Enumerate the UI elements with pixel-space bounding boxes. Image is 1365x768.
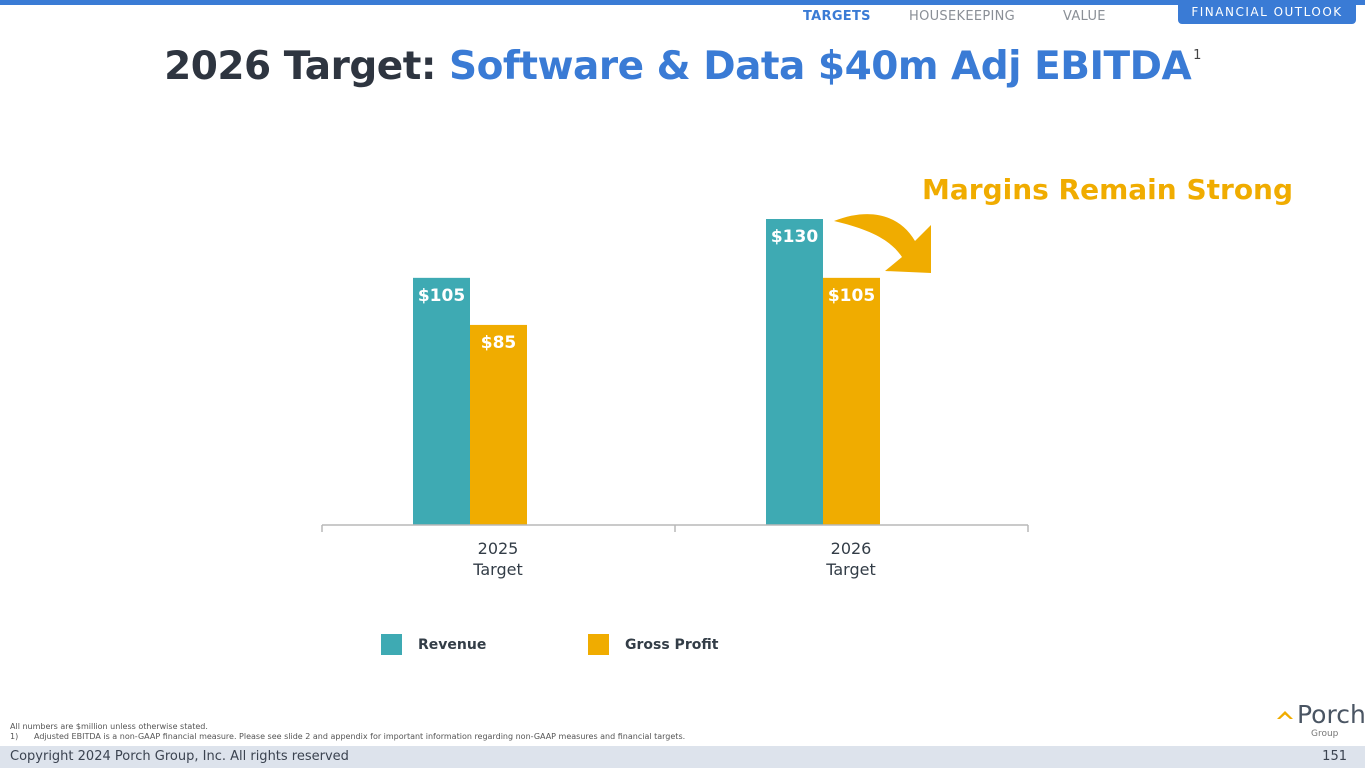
legend-swatch-gross-profit xyxy=(588,634,609,655)
title-footnote-ref: 1 xyxy=(1193,48,1201,63)
margins-callout: Margins Remain Strong xyxy=(922,173,1294,206)
bar-data-label: $130 xyxy=(771,227,818,247)
x-tick-label: 2025 xyxy=(478,539,519,558)
footnote-item: 1) Adjusted EBITDA is a non-GAAP financia… xyxy=(10,732,685,742)
legend-swatch-revenue xyxy=(381,634,402,655)
porch-logo: Porch Group xyxy=(1275,700,1365,742)
bar-data-label: $105 xyxy=(418,286,465,306)
page-number: 151 xyxy=(1322,749,1347,764)
bar-chart: $105 $85 $130 $105 2025 Target 2026 Target Rev… xyxy=(321,219,1029,655)
bar-gross-profit-2026 xyxy=(823,277,880,525)
curved-arrow-icon xyxy=(834,214,931,273)
bar-data-label: $105 xyxy=(828,286,875,306)
section-tab-financial-outlook[interactable]: FINANCIAL OUTLOOK xyxy=(1178,0,1356,24)
page-title: 2026 Target: Software & Data $40m Adj EB… xyxy=(0,44,1365,89)
bar-data-label: $85 xyxy=(481,333,517,353)
copyright-text: Copyright 2024 Porch Group, Inc. All rig… xyxy=(10,749,349,764)
x-tick-label: Target xyxy=(825,560,876,579)
title-prefix: 2026 Target: xyxy=(164,44,450,89)
footnote-number: 1) xyxy=(10,732,19,741)
bar-revenue-2025 xyxy=(413,277,470,525)
logo-wordmark: Porch xyxy=(1297,700,1365,729)
nav-item-housekeeping[interactable]: HOUSEKEEPING xyxy=(909,9,1016,24)
footnotes: All numbers are $million unless otherwis… xyxy=(10,722,685,742)
x-tick-label: Target xyxy=(472,560,523,579)
nav-item-targets[interactable]: TARGETS xyxy=(803,9,871,24)
nav-item-value[interactable]: VALUE xyxy=(1063,9,1106,24)
title-highlight: Software & Data $40m Adj EBITDA xyxy=(449,44,1192,89)
legend-label-gross-profit: Gross Profit xyxy=(625,637,719,653)
footnote-units: All numbers are $million unless otherwis… xyxy=(10,722,208,731)
footnote-text: Adjusted EBITDA is a non-GAAP financial … xyxy=(34,732,686,741)
logo-subtext: Group xyxy=(1311,729,1339,739)
legend-label-revenue: Revenue xyxy=(418,637,486,653)
top-accent-rule xyxy=(0,0,1365,5)
footer-bar: Copyright 2024 Porch Group, Inc. All rig… xyxy=(0,746,1365,768)
roof-logo-icon xyxy=(1277,711,1293,719)
x-tick-label: 2026 xyxy=(831,539,872,558)
bar-gross-profit-2025 xyxy=(470,324,527,525)
bar-revenue-2026 xyxy=(766,219,823,525)
